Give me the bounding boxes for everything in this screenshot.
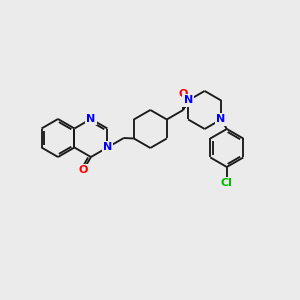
Text: O: O <box>178 89 188 99</box>
Text: N: N <box>184 95 193 106</box>
Text: N: N <box>103 142 112 152</box>
Text: N: N <box>86 114 95 124</box>
Text: N: N <box>217 115 226 124</box>
Text: O: O <box>79 165 88 175</box>
Text: Cl: Cl <box>221 178 233 188</box>
